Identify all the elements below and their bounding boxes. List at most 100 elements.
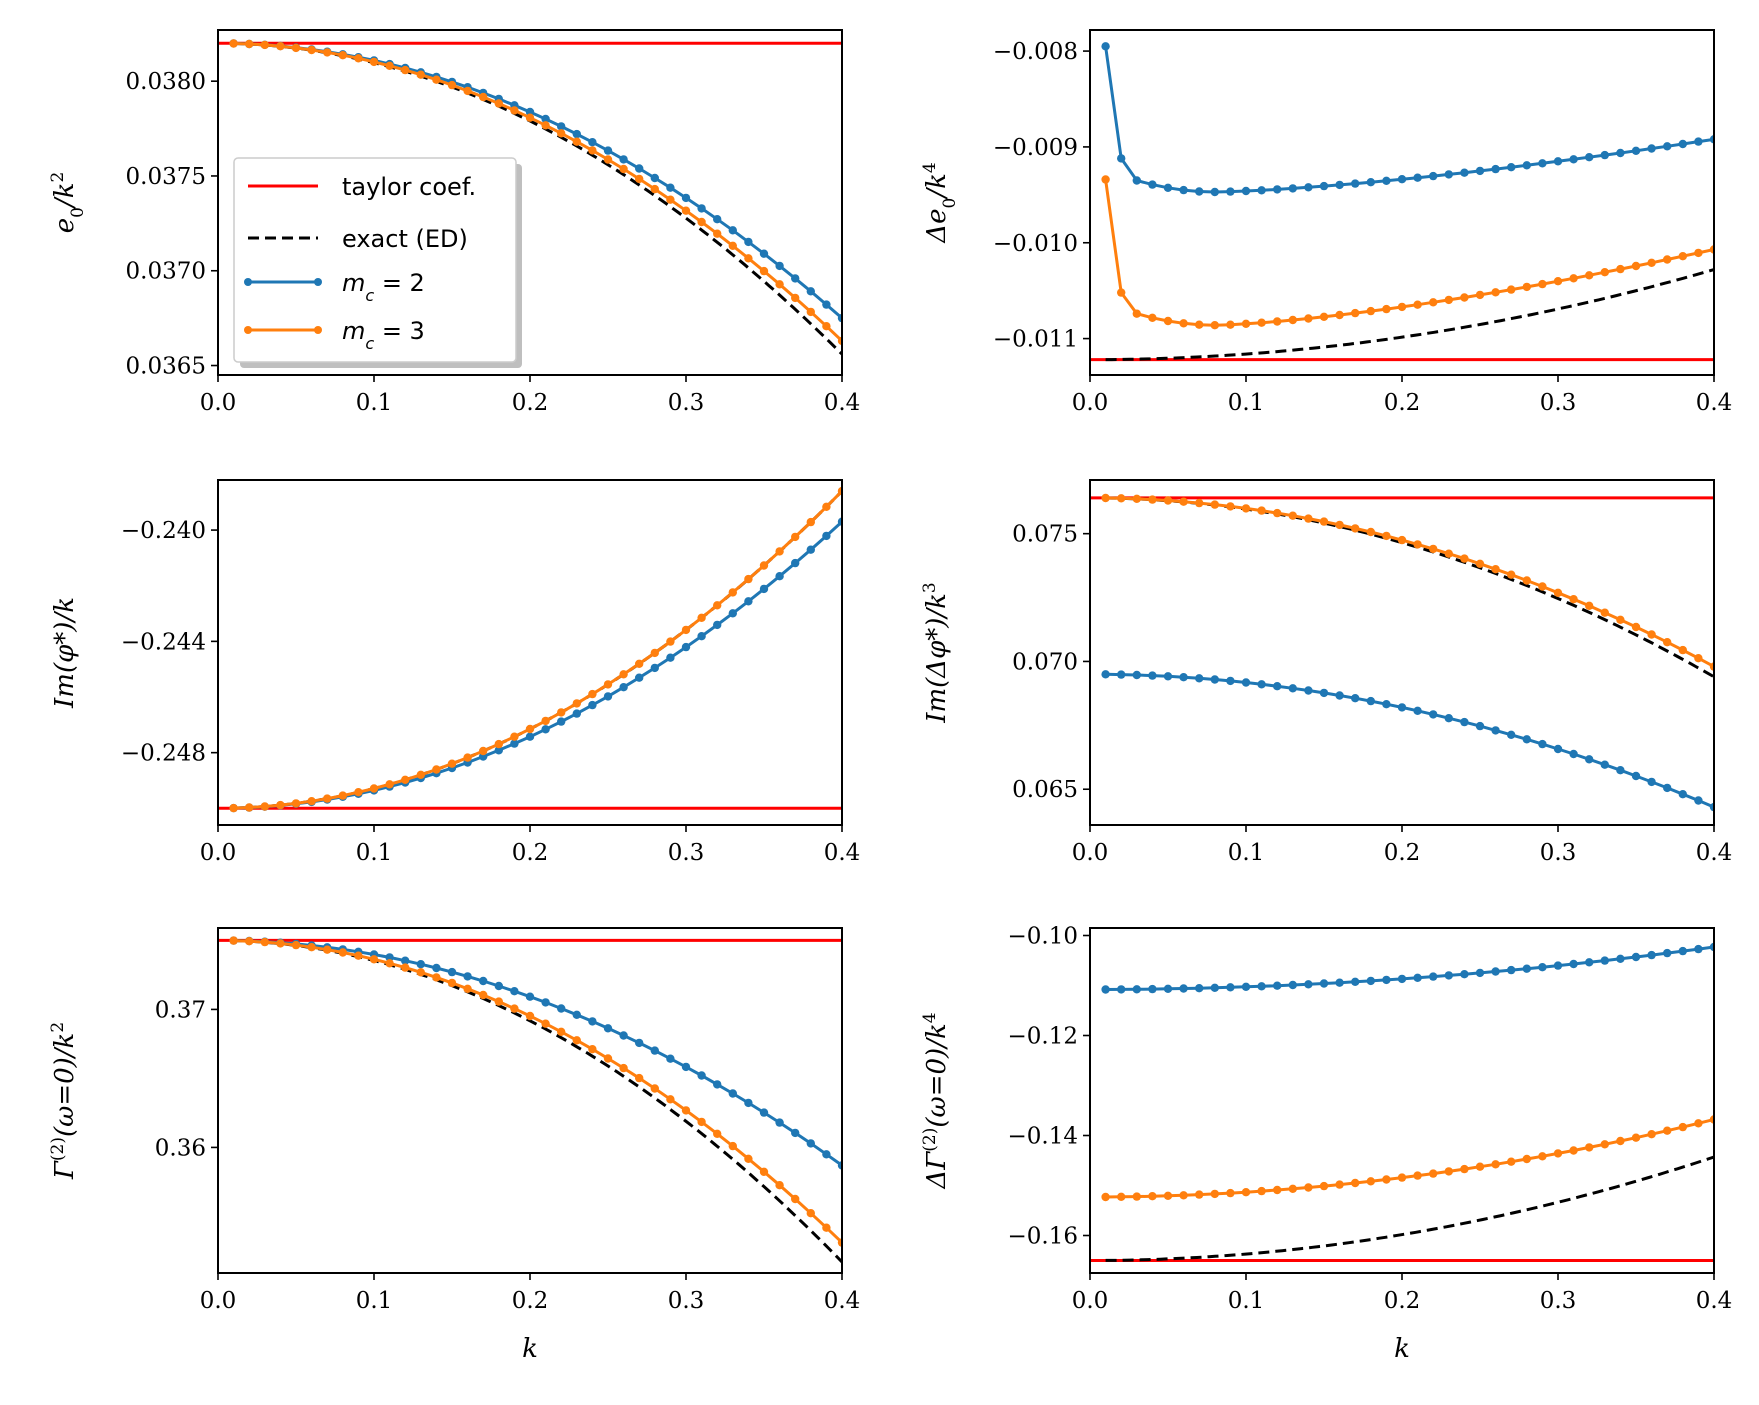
point-mc2-dgamma: [1663, 948, 1672, 958]
point-mc2-dgamma: [1709, 942, 1714, 952]
point-mc3-imphi: [650, 648, 659, 658]
point-mc3-e0: [744, 254, 753, 263]
point-mc2-gamma: [619, 1031, 628, 1040]
series-mc2-gamma: [233, 939, 842, 1167]
point-mc3-gamma: [728, 1141, 737, 1151]
point-mc3-imphi: [588, 689, 597, 699]
point-mc2-dimphi: [1179, 673, 1188, 682]
point-mc3-de0: [1366, 306, 1376, 316]
point-mc2-dimphi: [1475, 721, 1485, 731]
point-mc3-dimphi: [1288, 511, 1298, 520]
plot-area-e0: [218, 39, 842, 356]
y-tick-label: 0.0365: [126, 354, 206, 380]
x-tick-label: 0.3: [668, 390, 705, 416]
point-mc3-dgamma: [1132, 1192, 1142, 1201]
point-mc3-e0: [728, 241, 737, 250]
point-mc3-de0: [1117, 288, 1126, 297]
point-mc3-dgamma: [1460, 1164, 1469, 1174]
x-tick-label: 0.4: [824, 390, 861, 416]
point-mc3-gamma: [603, 1054, 613, 1063]
point-mc3-e0: [666, 195, 675, 204]
point-mc3-de0: [1101, 175, 1110, 184]
point-mc3-imphi: [447, 759, 457, 768]
point-mc3-imphi: [307, 797, 316, 806]
point-mc3-imphi: [385, 780, 394, 789]
point-mc2-dimphi: [1257, 680, 1266, 689]
y-tick-label: 0.37: [155, 997, 206, 1023]
series-mc3-gamma: [233, 939, 842, 1244]
point-mc3-imphi: [369, 784, 379, 793]
point-mc3-de0: [1304, 314, 1313, 323]
point-mc3-de0: [1210, 321, 1220, 330]
point-mc3-dgamma: [1210, 1189, 1220, 1199]
point-mc3-imphi: [338, 791, 347, 800]
point-mc3-de0: [1257, 318, 1266, 327]
point-mc2-de0: [1538, 159, 1547, 168]
point-mc3-dimphi: [1117, 494, 1126, 503]
x-tick-label: 0.2: [1384, 1288, 1421, 1314]
point-mc2-de0: [1709, 135, 1714, 144]
point-mc2-gamma: [510, 987, 519, 996]
point-mc2-de0: [1631, 146, 1641, 155]
point-mc2-imphi: [635, 673, 644, 682]
point-mc3-imphi: [416, 770, 425, 779]
point-mc3-dimphi: [1600, 608, 1610, 617]
point-mc3-e0: [245, 39, 254, 49]
point-mc2-dimphi: [1382, 700, 1391, 709]
point-mc2-dimphi: [1600, 760, 1610, 769]
point-mc2-gamma: [541, 998, 550, 1007]
point-mc3-de0: [1179, 319, 1188, 328]
y-tick-label: 0.070: [1012, 649, 1078, 675]
point-mc3-dgamma: [1319, 1181, 1329, 1191]
point-mc3-de0: [1491, 288, 1500, 297]
legend-marker-mc2-a: [244, 278, 252, 286]
point-mc3-imphi: [759, 561, 769, 570]
point-mc3-imphi: [291, 799, 301, 808]
point-mc3-e0: [385, 61, 394, 70]
point-mc2-e0: [837, 313, 842, 323]
y-tick-label: −0.16: [1008, 1224, 1078, 1250]
x-tick-label: 0.2: [1384, 840, 1421, 866]
point-mc2-dimphi: [1663, 783, 1672, 793]
point-mc3-dgamma: [1569, 1146, 1578, 1155]
point-mc3-dgamma: [1475, 1162, 1485, 1171]
y-tick-label: −0.12: [1008, 1024, 1078, 1050]
point-mc3-de0: [1288, 315, 1298, 325]
point-mc2-e0: [588, 138, 597, 147]
point-mc3-dgamma: [1647, 1130, 1656, 1139]
point-mc3-dgamma: [1335, 1180, 1344, 1189]
point-mc3-de0: [1132, 309, 1142, 318]
x-tick-label: 0.4: [824, 1288, 861, 1314]
point-mc2-dimphi: [1429, 710, 1438, 719]
point-mc2-de0: [1507, 163, 1516, 172]
point-mc3-dgamma: [1351, 1178, 1360, 1188]
point-mc3-dgamma: [1101, 1192, 1110, 1202]
point-mc2-dimphi: [1709, 802, 1714, 812]
point-mc3-dgamma: [1631, 1133, 1641, 1142]
point-mc2-imphi: [791, 558, 800, 568]
point-mc2-imphi: [494, 746, 503, 755]
point-mc3-e0: [369, 57, 379, 67]
series-mc2-dimphi: [1105, 672, 1714, 809]
point-mc3-e0: [603, 155, 613, 164]
legend-item-mc3: mc = 3: [244, 317, 425, 353]
point-mc2-de0: [1663, 142, 1672, 151]
point-mc3-de0: [1616, 264, 1625, 274]
panel-de0: 0.0 0.1 0.2 0.3 0.4 −0.011 −0.010 −0.009 −0.008 Δ…: [920, 29, 1732, 416]
point-mc3-de0: [1273, 317, 1282, 326]
x-tick-label: 0.3: [1540, 840, 1577, 866]
point-mc3-dgamma: [1538, 1152, 1547, 1161]
legend-label-taylor: taylor coef.: [342, 173, 476, 201]
point-mc3-gamma: [432, 973, 441, 982]
point-mc3-gamma: [697, 1117, 706, 1127]
point-mc3-dimphi: [1569, 595, 1578, 604]
point-mc2-dgamma: [1569, 959, 1578, 969]
point-mc2-imphi: [525, 732, 535, 741]
point-mc2-dimphi: [1569, 749, 1578, 759]
point-mc3-de0: [1319, 312, 1329, 321]
point-mc3-de0: [1195, 320, 1204, 329]
y-tick-label: 0.0380: [126, 69, 206, 95]
point-mc3-imphi: [619, 670, 628, 679]
point-mc2-de0: [1132, 176, 1142, 185]
series-mc3-dgamma: [1105, 1118, 1714, 1199]
